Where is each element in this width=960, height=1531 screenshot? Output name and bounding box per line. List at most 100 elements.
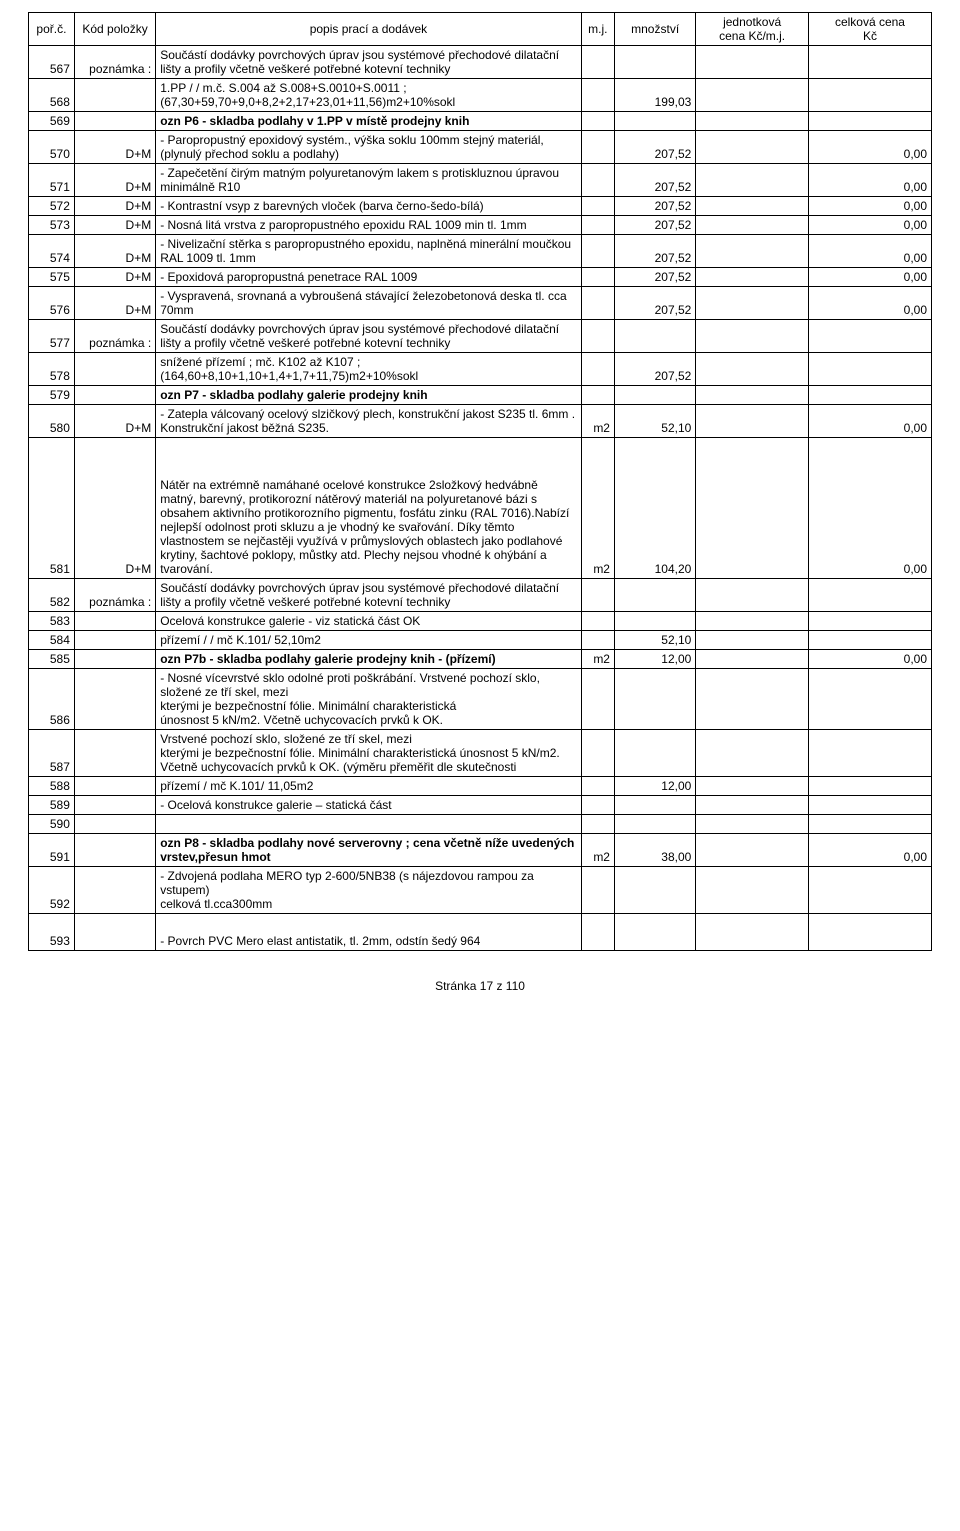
th-jednot-l1: jednotková (723, 15, 781, 29)
cell-unitprice (696, 112, 809, 131)
cell-kod: D+M (74, 268, 155, 287)
cell-porc: 592 (29, 867, 75, 914)
cell-unitprice (696, 131, 809, 164)
cell-qty (614, 46, 695, 79)
th-mj: m.j. (581, 13, 614, 46)
cell-unitprice (696, 730, 809, 777)
cell-mj: m2 (581, 650, 614, 669)
cell-kod: D+M (74, 131, 155, 164)
cell-unitprice (696, 235, 809, 268)
cell-qty: 38,00 (614, 834, 695, 867)
cell-porc: 568 (29, 79, 75, 112)
cell-mj (581, 631, 614, 650)
table-row: 586 - Nosné vícevrstvé sklo odolné proti… (29, 669, 932, 730)
cell-kod: poznámka : (74, 320, 155, 353)
cell-desc: ozn P6 - skladba podlahy v 1.PP v místě … (156, 112, 581, 131)
cell-unitprice (696, 386, 809, 405)
cell-total: 0,00 (808, 650, 931, 669)
cell-kod (74, 112, 155, 131)
cell-qty (614, 386, 695, 405)
cell-porc: 584 (29, 631, 75, 650)
cell-porc: 572 (29, 197, 75, 216)
table-row: 590 (29, 815, 932, 834)
th-celk-l2: Kč (863, 29, 877, 43)
cell-qty (614, 112, 695, 131)
cell-desc: - Nivelizační stěrka s paropropustného e… (156, 235, 581, 268)
cell-mj (581, 268, 614, 287)
cell-qty: 104,20 (614, 438, 695, 579)
cell-kod (74, 650, 155, 669)
cell-porc: 579 (29, 386, 75, 405)
table-row: 571D+M - Zapečetění čirým matným polyure… (29, 164, 932, 197)
cell-total (808, 79, 931, 112)
cell-mj (581, 777, 614, 796)
cell-kod: D+M (74, 235, 155, 268)
table-row: 587Vrstvené pochozí sklo, složené ze tří… (29, 730, 932, 777)
cell-total: 0,00 (808, 405, 931, 438)
th-porc: poř.č. (29, 13, 75, 46)
table-row: 577poznámka :Součástí dodávky povrchovýc… (29, 320, 932, 353)
cell-qty: 207,52 (614, 216, 695, 235)
table-row: 593 - Povrch PVC Mero elast antistatik, … (29, 914, 932, 951)
cell-porc: 589 (29, 796, 75, 815)
cell-kod: D+M (74, 287, 155, 320)
cell-desc: 1.PP / / m.č. S.004 až S.008+S.0010+S.00… (156, 79, 581, 112)
cell-porc: 590 (29, 815, 75, 834)
cell-qty: 207,52 (614, 164, 695, 197)
th-kod: Kód položky (74, 13, 155, 46)
cell-kod (74, 79, 155, 112)
cell-qty (614, 914, 695, 951)
cell-unitprice (696, 914, 809, 951)
cell-total (808, 669, 931, 730)
cell-mj (581, 669, 614, 730)
table-row: 588přízemí / mč K.101/ 11,05m212,00 (29, 777, 932, 796)
cell-qty: 199,03 (614, 79, 695, 112)
th-celk-l1: celková cena (835, 15, 905, 29)
cell-mj (581, 815, 614, 834)
th-mnozstvi: množství (614, 13, 695, 46)
cell-mj (581, 131, 614, 164)
cell-desc: Součástí dodávky povrchových úprav jsou … (156, 579, 581, 612)
cell-kod: D+M (74, 197, 155, 216)
cell-unitprice (696, 834, 809, 867)
cell-total (808, 730, 931, 777)
cell-unitprice (696, 197, 809, 216)
cell-porc: 575 (29, 268, 75, 287)
cell-unitprice (696, 46, 809, 79)
table-row: 591ozn P8 - skladba podlahy nové servero… (29, 834, 932, 867)
cell-porc: 574 (29, 235, 75, 268)
cell-total: 0,00 (808, 438, 931, 579)
cell-kod: D+M (74, 216, 155, 235)
cell-qty: 52,10 (614, 631, 695, 650)
cell-porc: 578 (29, 353, 75, 386)
cell-kod (74, 834, 155, 867)
table-row: 583Ocelová konstrukce galerie - viz stat… (29, 612, 932, 631)
cell-mj (581, 235, 614, 268)
cell-unitprice (696, 612, 809, 631)
cell-desc: - Ocelová konstrukce galerie – statická … (156, 796, 581, 815)
cell-desc: - Kontrastní vsyp z barevných vloček (ba… (156, 197, 581, 216)
cell-total (808, 867, 931, 914)
cell-porc: 593 (29, 914, 75, 951)
cell-desc: - Paropropustný epoxidový systém., výška… (156, 131, 581, 164)
cell-qty: 207,52 (614, 235, 695, 268)
cell-mj (581, 796, 614, 815)
cell-unitprice (696, 268, 809, 287)
cell-mj: m2 (581, 438, 614, 579)
cell-porc: 587 (29, 730, 75, 777)
table-head: poř.č. Kód položky popis prací a dodávek… (29, 13, 932, 46)
cell-kod (74, 815, 155, 834)
cell-total (808, 631, 931, 650)
cell-unitprice (696, 669, 809, 730)
cell-mj (581, 216, 614, 235)
cell-desc: přízemí / mč K.101/ 11,05m2 (156, 777, 581, 796)
cell-total (808, 815, 931, 834)
cell-qty: 207,52 (614, 287, 695, 320)
cell-total (808, 612, 931, 631)
cell-mj (581, 867, 614, 914)
cell-qty (614, 730, 695, 777)
th-jednot: jednotková cena Kč/m.j. (696, 13, 809, 46)
table-row: 578snížené přízemí ; mč. K102 až K107 ; … (29, 353, 932, 386)
table-row: 575D+M - Epoxidová paropropustná penetra… (29, 268, 932, 287)
cell-total (808, 579, 931, 612)
